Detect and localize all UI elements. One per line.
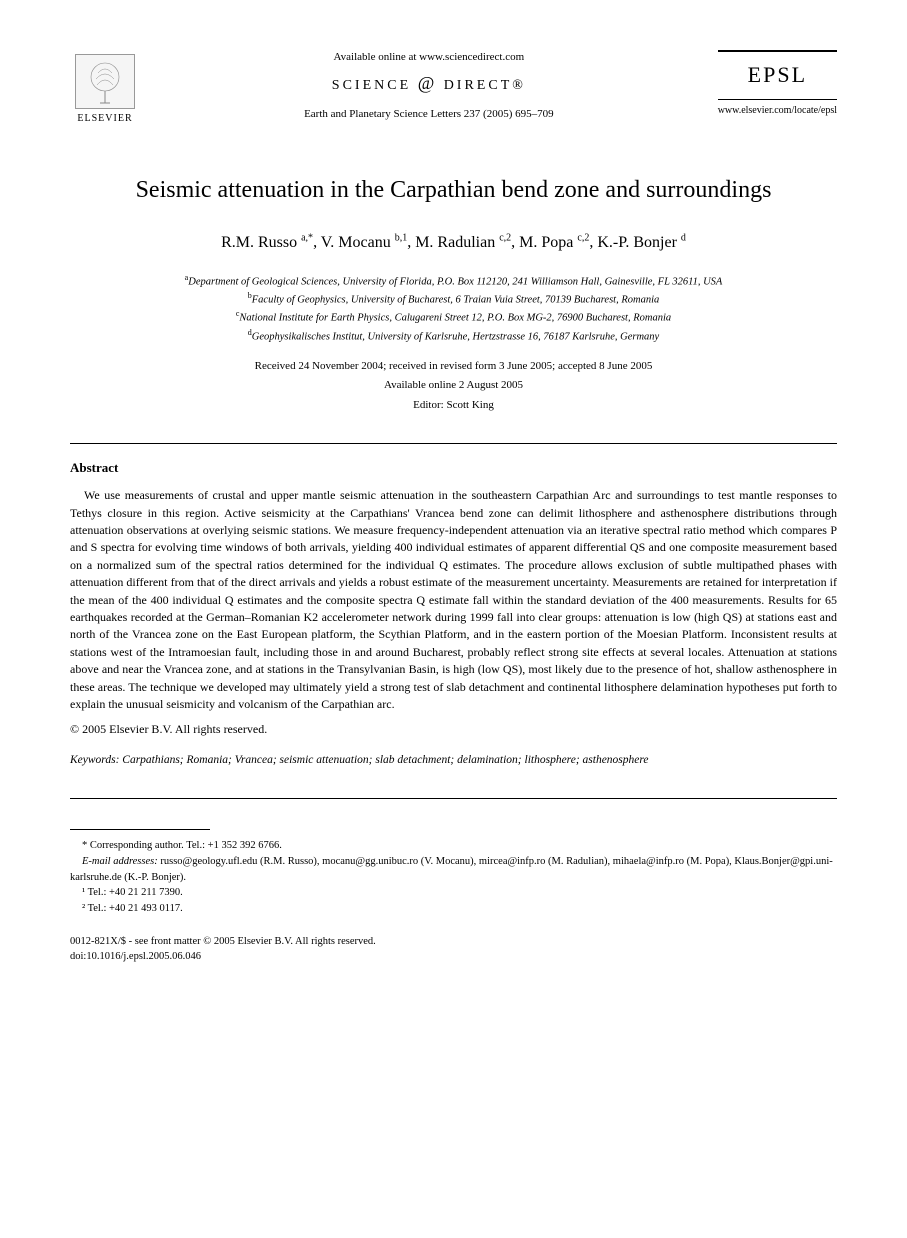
affiliations: aDepartment of Geological Sciences, Univ… [70, 272, 837, 345]
copyright-line: © 2005 Elsevier B.V. All rights reserved… [70, 721, 837, 738]
author-5: K.-P. Bonjer d [597, 234, 686, 251]
author-3: M. Radulian c,2 [415, 234, 511, 251]
bottom-info: 0012-821X/$ - see front matter © 2005 El… [70, 935, 837, 964]
sd-right: DIRECT® [444, 78, 526, 93]
affiliation-b: bFaculty of Geophysics, University of Bu… [70, 290, 837, 308]
email-addresses: E-mail addresses: russo@geology.ufl.edu … [70, 854, 837, 886]
abstract-paragraph: We use measurements of crustal and upper… [70, 487, 837, 713]
center-header: Available online at www.sciencedirect.co… [140, 50, 718, 122]
journal-url: www.elsevier.com/locate/epsl [718, 104, 837, 118]
affiliation-c: cNational Institute for Earth Physics, C… [70, 308, 837, 326]
epsl-box: EPSL [718, 50, 837, 100]
elsevier-tree-icon [75, 54, 135, 109]
footnote-rule [70, 829, 210, 830]
footnotes: * Corresponding author. Tel.: +1 352 392… [70, 838, 837, 917]
sciencedirect-logo: SCIENCE @ DIRECT® [160, 71, 698, 96]
email-label: E-mail addresses: [82, 856, 158, 867]
tel-1: ¹ Tel.: +40 21 211 7390. [70, 885, 837, 901]
keywords-values: Carpathians; Romania; Vrancea; seismic a… [122, 754, 648, 766]
editor-line: Editor: Scott King [70, 398, 837, 413]
email-list: russo@geology.ufl.edu (R.M. Russo), moca… [70, 856, 833, 883]
epsl-block: EPSL www.elsevier.com/locate/epsl [718, 50, 837, 118]
available-date: Available online 2 August 2005 [70, 378, 837, 393]
keywords-rule [70, 798, 837, 799]
epsl-label: EPSL [722, 60, 833, 91]
page-header: ELSEVIER Available online at www.science… [70, 50, 837, 130]
keywords-label: Keywords: [70, 754, 119, 766]
elsevier-label: ELSEVIER [77, 112, 132, 126]
author-2: V. Mocanu b,1 [321, 234, 407, 251]
sd-left: SCIENCE [332, 78, 411, 93]
issn-line: 0012-821X/$ - see front matter © 2005 El… [70, 935, 837, 950]
affiliation-d: dGeophysikalisches Institut, University … [70, 327, 837, 345]
affiliation-a: aDepartment of Geological Sciences, Univ… [70, 272, 837, 290]
received-dates: Received 24 November 2004; received in r… [70, 359, 837, 374]
abstract-heading: Abstract [70, 459, 837, 477]
available-online-text: Available online at www.sciencedirect.co… [160, 50, 698, 65]
article-title: Seismic attenuation in the Carpathian be… [70, 175, 837, 206]
author-4: M. Popa c,2 [519, 234, 589, 251]
journal-reference: Earth and Planetary Science Letters 237 … [160, 107, 698, 122]
abstract-rule [70, 443, 837, 444]
keywords-line: Keywords: Carpathians; Romania; Vrancea;… [70, 752, 837, 768]
corresponding-author: * Corresponding author. Tel.: +1 352 392… [70, 838, 837, 854]
author-1: R.M. Russo a,* [221, 234, 313, 251]
abstract-body: We use measurements of crustal and upper… [70, 487, 837, 713]
authors-line: R.M. Russo a,*, V. Mocanu b,1, M. Raduli… [70, 231, 837, 254]
elsevier-logo: ELSEVIER [70, 50, 140, 130]
tel-2: ² Tel.: +40 21 493 0117. [70, 901, 837, 917]
sd-at-icon: @ [418, 73, 438, 93]
doi-line: doi:10.1016/j.epsl.2005.06.046 [70, 950, 837, 965]
